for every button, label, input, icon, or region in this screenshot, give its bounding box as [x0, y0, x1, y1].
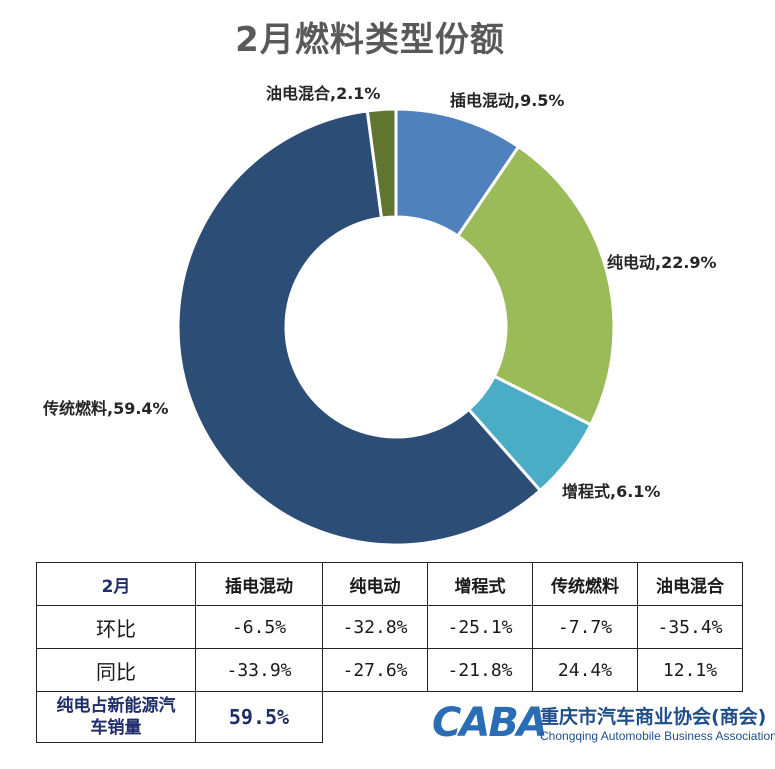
bev-share-label-line1: 纯电占新能源汽: [56, 696, 176, 716]
cell-value: -27.6%: [322, 648, 428, 692]
table-row-bev-share: 纯电占新能源汽 车销量 59.5%: [36, 691, 743, 743]
donut-chart: 插电混动,9.5% 纯电动,22.9% 增程式,6.1% 传统燃料,59.4% 油电混合…: [42, 84, 717, 547]
slice-1: [455, 144, 616, 427]
header-phev: 插电混动: [195, 562, 323, 606]
row-label-mom: 环比: [36, 605, 196, 649]
chart-title: 2月燃料类型份额: [235, 20, 505, 60]
cell-value: 24.4%: [532, 648, 638, 692]
bev-share-label-line2: 车销量: [90, 718, 142, 738]
slice-label-0: 插电混动,9.5%: [450, 91, 564, 110]
slice-3: [176, 109, 543, 547]
header-ice: 传统燃料: [532, 562, 638, 606]
logo-mark: CABA: [432, 700, 548, 746]
slice-label-4: 油电混合,2.1%: [266, 84, 380, 103]
stats-table: 2月 插电混动 纯电动 增程式 传统燃料 油电混合 环比 -6.5% -32.8…: [36, 562, 743, 743]
row-label-yoy: 同比: [36, 648, 196, 692]
slice-label-2: 增程式,6.1%: [562, 482, 660, 501]
header-bev: 纯电动: [322, 562, 428, 606]
cell-value: -6.5%: [195, 605, 323, 649]
caba-logo: CABA 重庆市汽车商业协会(商会) Chongqing Automobile …: [432, 698, 775, 746]
header-hev: 油电混合: [637, 562, 743, 606]
logo-name-cn: 重庆市汽车商业协会(商会): [540, 706, 767, 728]
cell-value: -21.8%: [427, 648, 533, 692]
cell-value: 12.1%: [637, 648, 743, 692]
slice-label-1: 纯电动,22.9%: [607, 253, 717, 272]
cell-value: -35.4%: [637, 605, 743, 649]
header-erev: 增程式: [427, 562, 533, 606]
cell-value: -7.7%: [532, 605, 638, 649]
bev-share-value: 59.5%: [195, 691, 323, 743]
slice-label-3: 传统燃料,59.4%: [42, 399, 169, 418]
table-row-mom: 环比 -6.5% -32.8% -25.1% -7.7% -35.4%: [36, 605, 743, 649]
slice-4: [365, 107, 398, 220]
table-row-yoy: 同比 -33.9% -27.6% -21.8% 24.4% 12.1%: [36, 648, 743, 692]
cell-value: -25.1%: [427, 605, 533, 649]
bev-share-label: 纯电占新能源汽 车销量: [36, 691, 196, 743]
cell-value: -32.8%: [322, 605, 428, 649]
cell-value: -33.9%: [195, 648, 323, 692]
logo-name-en: Chongqing Automobile Business Associatio…: [540, 729, 775, 743]
table-header-row: 2月 插电混动 纯电动 增程式 传统燃料 油电混合: [36, 562, 743, 606]
header-month: 2月: [36, 562, 196, 606]
